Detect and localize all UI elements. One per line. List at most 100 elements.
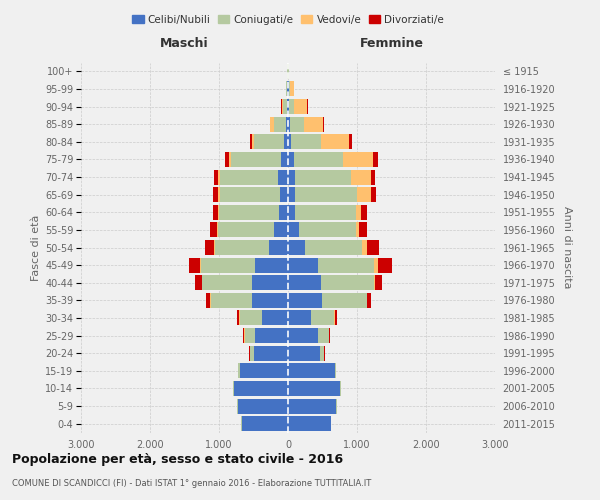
Bar [293, 99, 307, 114]
Bar [367, 293, 371, 308]
Bar [229, 152, 232, 167]
Y-axis label: Anni di nascita: Anni di nascita [562, 206, 572, 289]
Bar [240, 364, 288, 378]
Bar [280, 187, 288, 202]
Bar [305, 240, 362, 255]
Bar [252, 275, 288, 290]
Bar [250, 346, 254, 360]
Bar [288, 116, 290, 132]
Bar [255, 258, 288, 272]
Bar [356, 205, 361, 220]
Bar [352, 170, 371, 184]
Bar [317, 258, 374, 272]
Bar [287, 99, 288, 114]
Bar [335, 364, 337, 378]
Bar [279, 205, 288, 220]
Y-axis label: Fasce di età: Fasce di età [31, 214, 41, 280]
Bar [371, 187, 376, 202]
Bar [321, 134, 349, 150]
Bar [374, 275, 375, 290]
Bar [278, 170, 288, 184]
Bar [371, 170, 375, 184]
Bar [288, 258, 317, 272]
Bar [320, 346, 324, 360]
Bar [218, 170, 220, 184]
Bar [188, 258, 200, 272]
Bar [220, 187, 280, 202]
Bar [288, 346, 320, 360]
Bar [288, 381, 340, 396]
Bar [282, 99, 283, 114]
Bar [375, 275, 382, 290]
Bar [238, 398, 288, 413]
Bar [270, 116, 274, 132]
Bar [290, 82, 293, 96]
Bar [288, 99, 289, 114]
Bar [349, 134, 352, 150]
Bar [214, 240, 215, 255]
Bar [293, 152, 343, 167]
Bar [288, 82, 289, 96]
Bar [254, 134, 284, 150]
Bar [286, 116, 288, 132]
Bar [289, 99, 293, 114]
Bar [214, 170, 218, 184]
Bar [287, 82, 288, 96]
Bar [220, 170, 278, 184]
Bar [201, 258, 255, 272]
Bar [295, 170, 352, 184]
Bar [290, 116, 304, 132]
Text: Femmine: Femmine [359, 37, 424, 50]
Bar [288, 293, 322, 308]
Bar [288, 222, 299, 238]
Bar [233, 381, 234, 396]
Bar [311, 310, 334, 326]
Bar [218, 205, 219, 220]
Bar [299, 222, 356, 238]
Bar [232, 152, 281, 167]
Bar [288, 240, 305, 255]
Bar [242, 416, 288, 431]
Bar [195, 275, 202, 290]
Legend: Celibi/Nubili, Coniugati/e, Vedovi/e, Divorziati/e: Celibi/Nubili, Coniugati/e, Vedovi/e, Di… [128, 10, 448, 29]
Bar [219, 205, 279, 220]
Bar [292, 134, 321, 150]
Bar [379, 258, 392, 272]
Bar [288, 364, 335, 378]
Bar [322, 293, 367, 308]
Bar [213, 205, 218, 220]
Bar [329, 328, 330, 343]
Bar [288, 310, 311, 326]
Bar [274, 116, 286, 132]
Bar [361, 205, 367, 220]
Bar [356, 222, 359, 238]
Bar [319, 328, 329, 343]
Bar [288, 152, 293, 167]
Bar [283, 99, 287, 114]
Bar [269, 240, 288, 255]
Bar [262, 310, 288, 326]
Bar [304, 116, 323, 132]
Bar [295, 187, 357, 202]
Bar [274, 222, 288, 238]
Bar [288, 205, 295, 220]
Bar [288, 187, 295, 202]
Bar [211, 293, 252, 308]
Bar [288, 398, 337, 413]
Bar [250, 134, 252, 150]
Bar [321, 275, 374, 290]
Bar [286, 82, 287, 96]
Bar [367, 240, 379, 255]
Bar [288, 416, 331, 431]
Bar [323, 116, 324, 132]
Bar [237, 310, 239, 326]
Bar [335, 310, 337, 326]
Bar [288, 134, 292, 150]
Bar [206, 293, 211, 308]
Bar [210, 222, 217, 238]
Text: Popolazione per età, sesso e stato civile - 2016: Popolazione per età, sesso e stato civil… [12, 452, 343, 466]
Bar [288, 275, 321, 290]
Bar [343, 152, 373, 167]
Bar [340, 381, 341, 396]
Bar [295, 205, 356, 220]
